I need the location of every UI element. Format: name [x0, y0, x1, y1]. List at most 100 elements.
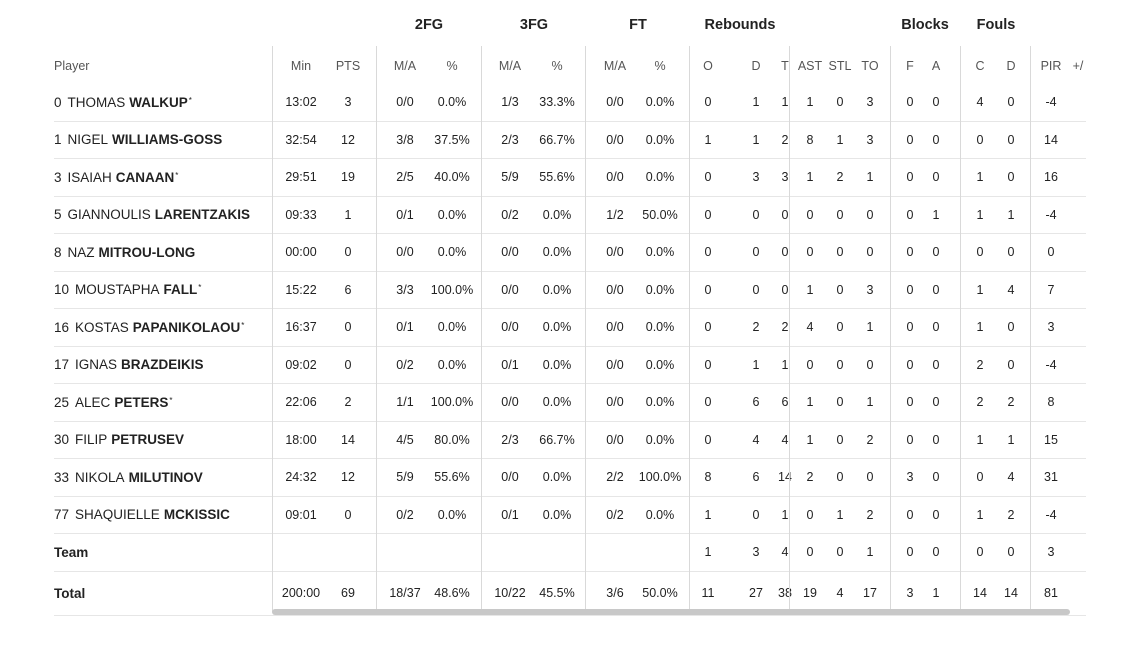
- jersey-number: 5: [54, 207, 62, 223]
- player-row[interactable]: 8 NAZ MITROU-LONG 00:00 0 0/0 0.0% 0/0 0.0% 0/0 0.…: [54, 234, 1086, 272]
- player-name[interactable]: 5 GIANNOULIS LARENTZAKIS: [54, 197, 269, 234]
- player-name[interactable]: 33 NIKOLA MILUTINOV: [54, 459, 269, 496]
- stat-cell: 16: [1044, 170, 1058, 185]
- stat-cell: 0.0%: [437, 245, 467, 260]
- stat-cell: 48.6%: [434, 586, 470, 600]
- stat-cell: 0.0%: [542, 395, 572, 410]
- stat-cell: 0/0: [501, 395, 519, 410]
- column-header[interactable]: M/A: [498, 59, 522, 73]
- column-header[interactable]: %: [654, 59, 666, 73]
- column-header[interactable]: AST: [797, 59, 823, 73]
- player-name[interactable]: 10 MOUSTAPHA FALL *: [54, 272, 269, 309]
- jersey-number: 17: [54, 357, 70, 373]
- stat-cell: 12: [341, 132, 355, 147]
- column-header[interactable]: STL: [828, 59, 852, 73]
- player-row[interactable]: 10 MOUSTAPHA FALL * 15:22 6 3/3 100.0% 0/0 0.0% 0/…: [54, 272, 1086, 309]
- column-divider: [585, 46, 586, 612]
- stat-cell: 6: [752, 470, 760, 485]
- stat-cell: 1: [344, 207, 352, 222]
- player-name[interactable]: 3 ISAIAH CANAAN *: [54, 159, 269, 196]
- stat-cell: 0: [752, 207, 760, 222]
- stat-cell: 0: [906, 545, 914, 560]
- stat-cell: 3: [781, 170, 789, 185]
- starter-marker: *: [241, 320, 245, 330]
- column-header[interactable]: %: [446, 59, 458, 73]
- stat-cell: 0: [932, 507, 940, 522]
- stat-cell: 16:37: [285, 320, 317, 335]
- jersey-number: 30: [54, 432, 70, 448]
- stat-cell: 1: [781, 357, 789, 372]
- column-header[interactable]: PIR: [1040, 59, 1062, 73]
- player-name[interactable]: 1 NIGEL WILLIAMS-GOSS: [54, 122, 269, 159]
- stat-cell: 0: [932, 320, 940, 335]
- player-row[interactable]: 77 SHAQUIELLE MCKISSIC 09:01 0 0/2 0.0% 0/1 0.0%…: [54, 497, 1086, 534]
- stat-cell: 2: [1007, 395, 1015, 410]
- column-header[interactable]: F: [906, 59, 914, 73]
- first-name: ISAIAH: [67, 169, 112, 185]
- stat-cell: 0.0%: [437, 207, 467, 222]
- column-header[interactable]: PTS: [335, 59, 361, 73]
- stat-cell: 4: [836, 586, 844, 600]
- stat-cell: 0.0%: [645, 282, 675, 297]
- group-header-fouls: Fouls: [976, 17, 1016, 33]
- column-header[interactable]: O: [703, 59, 713, 73]
- player-name[interactable]: 8 NAZ MITROU-LONG: [54, 234, 269, 271]
- stat-cell: 0.0%: [437, 507, 467, 522]
- player-name[interactable]: 16 KOSTAS PAPANIKOLAOU *: [54, 309, 269, 346]
- stat-cell: 0/2: [606, 507, 624, 522]
- player-row[interactable]: 0 THOMAS WALKUP * 13:02 3 0/0 0.0% 1/3 33.3% 0/0 0.…: [54, 84, 1086, 122]
- stat-cell: 0: [906, 95, 914, 110]
- stat-cell: 0.0%: [645, 132, 675, 147]
- stat-cell: 0: [704, 432, 712, 447]
- column-divider: [890, 46, 891, 612]
- column-header[interactable]: D: [1006, 59, 1016, 73]
- stat-cell: 0.0%: [437, 95, 467, 110]
- player-row[interactable]: 3 ISAIAH CANAAN * 29:51 19 2/5 40.0% 5/9 55.6% 0/0…: [54, 159, 1086, 197]
- player-name[interactable]: 25 ALEC PETERS *: [54, 384, 269, 421]
- column-header[interactable]: TO: [861, 59, 879, 73]
- player-row[interactable]: 17 IGNAS BRAZDEIKIS 09:02 0 0/2 0.0% 0/1 0.0% 0/0…: [54, 347, 1086, 384]
- column-header[interactable]: M/A: [603, 59, 627, 73]
- horizontal-scrollbar[interactable]: [272, 609, 1070, 615]
- player-row[interactable]: 30 FILIP PETRUSEV 18:00 14 4/5 80.0% 2/3 66.7% 0/…: [54, 422, 1086, 459]
- player-row[interactable]: 1 NIGEL WILLIAMS-GOSS 32:54 12 3/8 37.5% 2/3 66.…: [54, 122, 1086, 159]
- stat-cell: 11: [701, 586, 715, 600]
- player-name[interactable]: 30 FILIP PETRUSEV: [54, 422, 269, 459]
- jersey-number: 16: [54, 319, 70, 335]
- player-row[interactable]: 33 NIKOLA MILUTINOV 24:32 12 5/9 55.6% 0/0 0.0% 2…: [54, 459, 1086, 497]
- stat-cell: 10/22: [494, 586, 526, 600]
- stat-cell: 1: [976, 432, 984, 447]
- column-header[interactable]: C: [975, 59, 985, 73]
- stat-cell: 0.0%: [645, 320, 675, 335]
- player-name[interactable]: 0 THOMAS WALKUP *: [54, 84, 269, 121]
- stat-cell: 0: [704, 320, 712, 335]
- stat-cell: 2: [781, 320, 789, 335]
- player-row[interactable]: 5 GIANNOULIS LARENTZAKIS 09:33 1 0/1 0.0% 0/2 0.…: [54, 197, 1086, 234]
- column-header[interactable]: Min: [290, 59, 312, 73]
- stat-cell: 3: [1047, 545, 1055, 560]
- column-header[interactable]: M/A: [393, 59, 417, 73]
- column-header[interactable]: A: [931, 59, 941, 73]
- stat-cell: 00:00: [285, 245, 317, 260]
- stat-cell: 0.0%: [542, 357, 572, 372]
- stat-cell: 0.0%: [542, 245, 572, 260]
- group-header-ft: FT: [629, 17, 647, 33]
- column-header[interactable]: +/: [1072, 59, 1084, 73]
- player-name[interactable]: 17 IGNAS BRAZDEIKIS: [54, 347, 269, 384]
- stat-cell: 4/5: [396, 432, 414, 447]
- first-name: KOSTAS: [75, 319, 129, 335]
- stat-cell: 1/1: [396, 395, 414, 410]
- player-name[interactable]: 77 SHAQUIELLE MCKISSIC: [54, 497, 269, 534]
- team-row: Team 1 3 4 0 0 1 0 0 0 0 3: [54, 534, 1086, 572]
- column-header[interactable]: Player: [54, 59, 90, 73]
- stat-cell: 2: [781, 132, 789, 147]
- column-header[interactable]: %: [551, 59, 563, 73]
- column-header[interactable]: T: [781, 59, 789, 73]
- stat-cell: 1: [1007, 432, 1015, 447]
- player-row[interactable]: 25 ALEC PETERS * 22:06 2 1/1 100.0% 0/0 0.0% 0/0 0.…: [54, 384, 1086, 422]
- stat-cell: 0: [1007, 357, 1015, 372]
- stat-cell: 3: [1047, 320, 1055, 335]
- jersey-number: 3: [54, 169, 62, 185]
- player-row[interactable]: 16 KOSTAS PAPANIKOLAOU * 16:37 0 0/1 0.0% 0/0 0.0…: [54, 309, 1086, 347]
- column-header[interactable]: D: [751, 59, 761, 73]
